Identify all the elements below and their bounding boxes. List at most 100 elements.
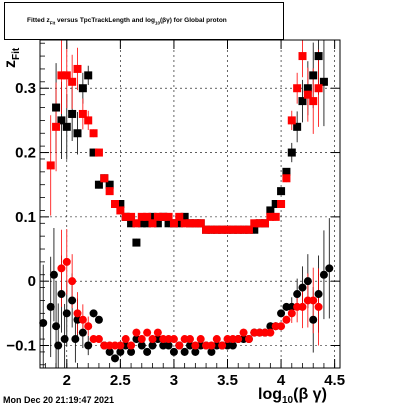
data-point <box>287 116 296 125</box>
data-point <box>68 109 77 118</box>
data-point <box>314 52 323 61</box>
data-point <box>73 64 82 73</box>
data-point <box>169 219 178 228</box>
data-point <box>191 219 200 228</box>
data-point <box>132 328 141 337</box>
data-point <box>293 122 302 131</box>
data-point <box>314 290 323 299</box>
data-point <box>94 148 103 157</box>
data-point <box>164 212 173 221</box>
x-tick-label: 4 <box>277 372 286 389</box>
data-point <box>116 341 125 350</box>
data-point <box>175 212 184 221</box>
data-point <box>319 270 328 279</box>
data-point <box>255 219 264 228</box>
data-point <box>62 257 71 266</box>
data-point <box>277 200 286 208</box>
data-point <box>271 200 280 208</box>
data-point <box>84 341 93 350</box>
data-point <box>228 225 237 234</box>
data-point <box>169 347 178 356</box>
data-point <box>218 225 227 234</box>
data-point <box>287 148 296 157</box>
data-point <box>143 347 152 356</box>
data-point <box>84 116 93 125</box>
data-point <box>100 174 109 183</box>
data-point <box>180 219 189 228</box>
data-point <box>266 206 275 215</box>
data-point <box>261 219 269 228</box>
data-point <box>244 225 253 234</box>
x-tick-label: 3.5 <box>217 372 238 389</box>
data-point <box>73 309 82 318</box>
data-point <box>314 302 323 311</box>
data-point <box>164 341 173 350</box>
data-point <box>196 335 205 344</box>
data-point <box>78 84 87 93</box>
data-point <box>277 322 286 331</box>
y-tick-label: 0.3 <box>15 80 36 97</box>
data-point <box>303 277 312 286</box>
data-point <box>164 219 173 228</box>
timestamp: Mon Dec 20 21:19:47 2021 <box>3 395 115 405</box>
data-point <box>46 161 55 170</box>
data-point <box>282 174 291 183</box>
data-point <box>298 283 307 292</box>
x-tick-label: 2.5 <box>110 372 131 389</box>
data-point <box>143 328 152 337</box>
data-point <box>62 122 71 131</box>
data-point <box>298 302 307 311</box>
data-point <box>212 225 221 234</box>
data-point <box>319 77 328 86</box>
y-tick-label: 0 <box>28 273 36 290</box>
y-axis-label: zFit <box>2 47 23 68</box>
data-point <box>218 341 227 350</box>
data-point <box>207 225 216 234</box>
y-tick-label: 0.1 <box>15 209 36 226</box>
data-point <box>153 212 162 221</box>
data-point <box>46 302 55 311</box>
data-point <box>57 71 66 80</box>
data-point <box>127 347 136 356</box>
data-point <box>78 315 87 324</box>
data-point <box>293 84 302 93</box>
data-point <box>180 212 189 221</box>
data-point <box>180 347 189 356</box>
data-point <box>191 347 200 356</box>
data-point <box>62 309 71 318</box>
data-point <box>132 238 141 247</box>
data-point <box>84 322 93 331</box>
data-point <box>212 335 221 344</box>
data-point <box>148 341 157 350</box>
data-point <box>105 180 114 189</box>
data-point <box>121 335 130 344</box>
data-point <box>62 71 71 80</box>
data-point <box>49 270 58 279</box>
data-point <box>105 187 114 196</box>
data-point <box>52 322 61 331</box>
data-point <box>239 328 248 337</box>
data-point <box>309 97 318 106</box>
data-point <box>191 341 200 350</box>
data-point <box>54 341 63 350</box>
data-point <box>68 277 77 286</box>
data-point <box>137 219 146 228</box>
data-point <box>111 200 119 208</box>
data-point <box>309 71 318 80</box>
data-point <box>52 103 61 112</box>
data-point <box>89 309 98 318</box>
data-point <box>68 296 77 305</box>
data-point <box>223 225 232 234</box>
data-point <box>234 225 243 234</box>
data-point <box>105 347 114 356</box>
axis-ticks <box>40 40 340 368</box>
data-point <box>186 335 194 344</box>
data-point <box>277 309 286 318</box>
data-point <box>207 347 216 356</box>
data-point <box>116 206 125 215</box>
data-point <box>57 290 66 299</box>
data-point <box>148 335 157 344</box>
data-point <box>116 347 125 356</box>
data-point <box>57 116 66 125</box>
